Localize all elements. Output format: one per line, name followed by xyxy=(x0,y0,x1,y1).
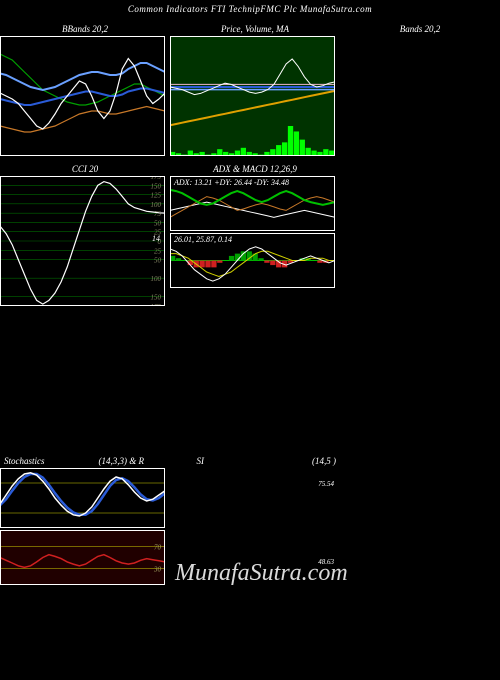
page-header: Common Indicators FTI TechnipFMC Plc Mun… xyxy=(0,0,500,22)
svg-text:25: 25 xyxy=(154,247,162,255)
cci-title: CCI 20 xyxy=(0,162,170,176)
cci-chart: 17515012510075502502550100150175 14 xyxy=(0,176,170,306)
price-ma-chart xyxy=(170,36,340,156)
svg-text:150: 150 xyxy=(151,182,162,190)
svg-text:30: 30 xyxy=(153,566,162,574)
right-bands-label: Bands 20,2 xyxy=(340,22,500,36)
macd-chart: 26.01, 25.87, 0.14 xyxy=(170,233,340,288)
stoch-title-mid2: SI xyxy=(144,456,204,466)
macd-subtitle: 26.01, 25.87, 0.14 xyxy=(174,235,232,244)
svg-text:70: 70 xyxy=(154,544,162,552)
rsi-annotation: 48.63 xyxy=(318,558,334,566)
svg-text:150: 150 xyxy=(151,294,162,302)
stoch-title-right: (14,5 ) xyxy=(204,456,336,466)
svg-text:125: 125 xyxy=(151,192,162,200)
rsi-chart: 30 70 48.63 xyxy=(0,530,340,585)
svg-text:50: 50 xyxy=(154,219,162,227)
stoch-title-left: Stochastics xyxy=(4,456,64,466)
bbands-chart xyxy=(0,36,170,156)
adx-macd-title: ADX & MACD 12,26,9 xyxy=(170,162,340,176)
stoch-top-annotation: 75.54 xyxy=(318,480,334,488)
stochastics-chart: 75.54 xyxy=(0,468,340,528)
stoch-title-mid: (14,3,3) & R xyxy=(64,456,144,466)
svg-text:75: 75 xyxy=(154,210,162,218)
svg-text:100: 100 xyxy=(151,201,162,209)
svg-text:100: 100 xyxy=(151,275,162,283)
svg-text:50: 50 xyxy=(154,257,162,265)
cci-annotation: 14 xyxy=(152,234,160,243)
price-ma-title: Price, Volume, MA xyxy=(170,22,340,36)
adx-chart: ADX: 13.21 +DY: 26.44 -DY: 34.48 xyxy=(170,176,340,231)
bbands-title: BBands 20,2 xyxy=(0,22,170,36)
adx-subtitle: ADX: 13.21 +DY: 26.44 -DY: 34.48 xyxy=(174,178,289,187)
